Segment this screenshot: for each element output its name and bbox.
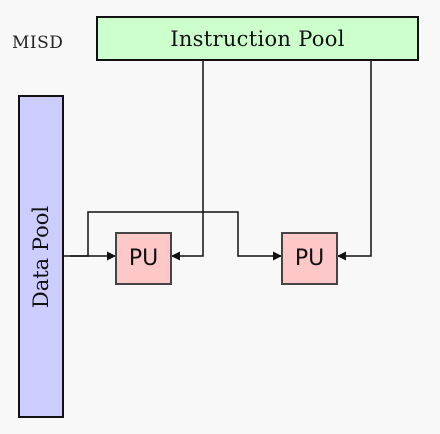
instruction-pool-box: Instruction Pool: [96, 16, 419, 61]
data-pool-box: Data Pool: [18, 95, 64, 418]
processing-unit-2-label: PU: [294, 246, 325, 271]
processing-unit-2: PU: [281, 232, 338, 285]
instruction-to-pu1-line: [171, 61, 204, 261]
data-flow-line: [64, 211, 282, 261]
instruction-pool-label: Instruction Pool: [170, 26, 345, 51]
instruction-to-pu2-line: [337, 61, 372, 261]
misd-label: MISD: [12, 33, 64, 53]
processing-unit-1: PU: [115, 232, 172, 285]
processing-unit-1-label: PU: [128, 246, 159, 271]
